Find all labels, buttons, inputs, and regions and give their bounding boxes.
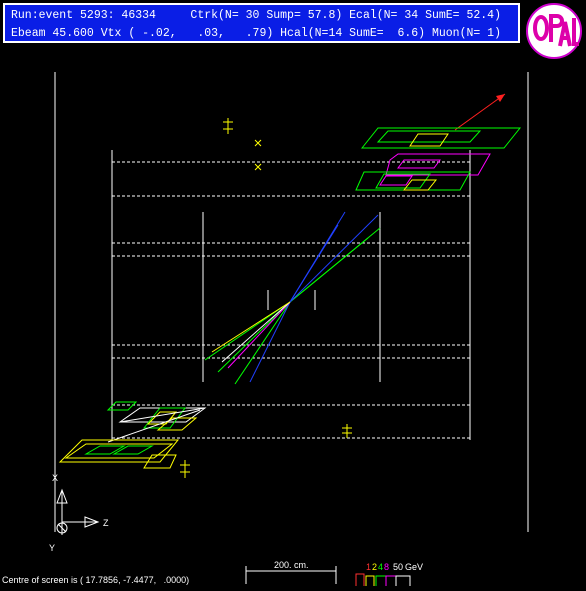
- muon-arrow: [454, 93, 506, 131]
- opal-logo: OPAL: [526, 3, 582, 59]
- muon-hit-markers: [180, 118, 352, 478]
- axis-label-y: Y: [49, 543, 55, 553]
- energy-scale-2: 2: [372, 562, 377, 572]
- energy-scale-legend: 1 2 4 8 50 GeV: [355, 562, 423, 586]
- scale-bar-label: 200. cm.: [274, 560, 309, 570]
- energy-scale-1: 1: [366, 562, 371, 572]
- ecal-cluster-lower: [58, 401, 207, 469]
- energy-scale-unit: GeV: [405, 562, 423, 572]
- axis-indicator: [56, 488, 100, 535]
- event-info-header: Run:event 5293: 46334 Ctrk(N= 30 Sump= 5…: [3, 3, 520, 43]
- detector-frame: [54, 72, 529, 532]
- energy-scale-4: 4: [378, 562, 383, 572]
- chamber-layers: [112, 161, 470, 439]
- central-tracks: [204, 211, 381, 385]
- energy-scale-8: 8: [384, 562, 389, 572]
- energy-scale-50: 50: [393, 562, 403, 572]
- ecal-cluster-upper: [355, 127, 522, 191]
- axis-label-z: Z: [103, 518, 109, 528]
- event-info-line-1: Run:event 5293: 46334 Ctrk(N= 30 Sump= 5…: [11, 9, 501, 22]
- scale-bar: [245, 566, 337, 584]
- axis-label-x: X: [52, 473, 58, 483]
- centre-of-screen-readout: Centre of screen is ( 17.7856, -7.4477, …: [2, 575, 190, 585]
- event-info-line-2: Ebeam 45.600 Vtx ( -.02, .03, .79) Hcal(…: [11, 27, 501, 40]
